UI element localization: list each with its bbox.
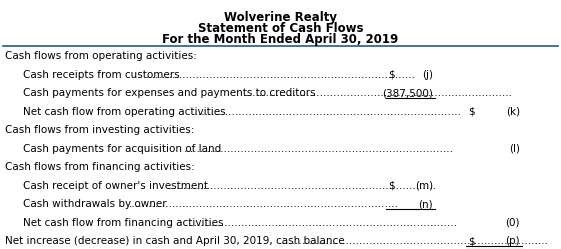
Text: Statement of Cash Flows: Statement of Cash Flows [197,22,364,35]
Text: $: $ [468,107,475,117]
Text: (l): (l) [509,143,520,153]
Text: ................................................................................: ........................................… [279,236,549,246]
Text: Cash payments for expenses and payments to creditors: Cash payments for expenses and payments … [23,88,316,98]
Text: $: $ [388,181,394,190]
Text: ................................................................................: ........................................… [129,199,399,209]
Text: ................................................................................: ........................................… [242,88,512,98]
Text: (m): (m) [415,181,433,190]
Text: Net cash flow from operating activities: Net cash flow from operating activities [23,107,229,117]
Text: Cash receipt of owner's investment: Cash receipt of owner's investment [23,181,208,190]
Text: $: $ [468,236,475,246]
Text: ................................................................................: ........................................… [183,143,454,153]
Text: Cash payments for acquisition of land: Cash payments for acquisition of land [23,143,224,153]
Text: (j): (j) [422,69,433,79]
Text: (0): (0) [505,217,520,228]
Text: For the Month Ended April 30, 2019: For the Month Ended April 30, 2019 [162,33,399,46]
Text: (k): (k) [506,107,520,117]
Text: $: $ [388,69,394,79]
Text: Cash flows from investing activities:: Cash flows from investing activities: [5,125,194,135]
Text: Cash withdrawals by owner: Cash withdrawals by owner [23,199,167,209]
Text: Cash receipts from customers: Cash receipts from customers [23,69,183,79]
Text: (387,500): (387,500) [382,88,433,98]
Text: Net increase (decrease) in cash and April 30, 2019, cash balance: Net increase (decrease) in cash and Apri… [5,236,348,246]
Text: (n): (n) [419,199,433,209]
Text: Wolverine Realty: Wolverine Realty [224,11,337,24]
Text: ................................................................................: ........................................… [146,69,416,79]
Text: ................................................................................: ........................................… [192,107,462,117]
Text: Cash flows from financing activities:: Cash flows from financing activities: [5,162,195,172]
Text: Net cash flow from financing activities: Net cash flow from financing activities [23,217,223,228]
Text: ................................................................................: ........................................… [167,181,437,190]
Text: (p): (p) [505,236,520,246]
Text: Cash flows from operating activities:: Cash flows from operating activities: [5,51,197,61]
Text: ................................................................................: ........................................… [188,217,458,228]
